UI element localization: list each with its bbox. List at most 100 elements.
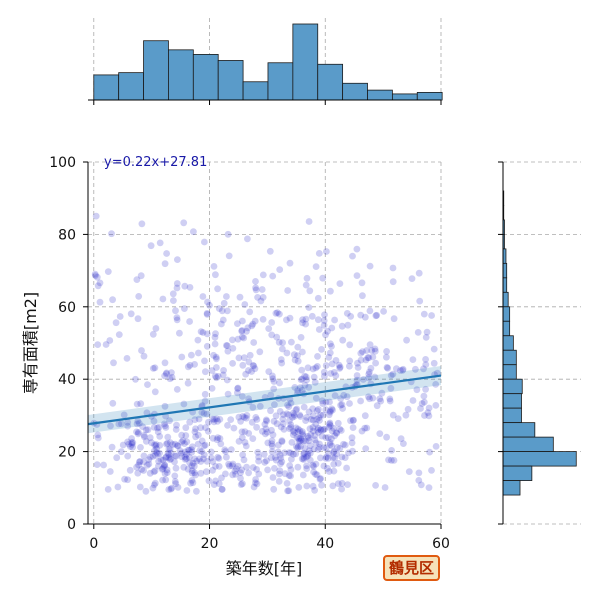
scatter-point	[252, 286, 260, 294]
scatter-point	[306, 287, 314, 295]
scatter-point	[264, 466, 271, 474]
scatter-point	[299, 438, 307, 445]
regression	[87, 365, 442, 434]
scatter-point	[161, 359, 169, 367]
scatter-point	[303, 465, 311, 472]
scatter-point	[149, 330, 157, 338]
scatter-point	[237, 469, 244, 477]
scatter-point	[218, 307, 226, 315]
scatter-point	[189, 459, 197, 467]
scatter-point	[129, 443, 137, 451]
scatter-point	[150, 424, 158, 431]
scatter-point	[146, 434, 154, 442]
scatter-point	[254, 294, 261, 301]
scatter-point	[211, 372, 219, 380]
scatter-point	[312, 364, 320, 372]
scatter-point	[224, 230, 232, 238]
scatter-point	[300, 454, 308, 462]
histogram-bar	[292, 23, 319, 101]
scatter-point	[176, 329, 183, 337]
scatter-point	[133, 400, 141, 408]
scatter-point	[418, 400, 426, 407]
scatter-point	[159, 456, 167, 464]
scatter-point	[376, 395, 384, 403]
scatter-point	[134, 469, 142, 477]
scatter-point	[225, 460, 233, 468]
y-tick-label: 0	[67, 517, 76, 533]
scatter-point	[399, 365, 407, 373]
scatter-point	[201, 238, 208, 246]
scatter-point	[277, 454, 285, 462]
scatter-point	[172, 426, 180, 433]
scatter-point	[222, 448, 229, 455]
scatter-point	[183, 438, 191, 446]
scatter-point	[190, 228, 197, 236]
scatter-point	[259, 294, 267, 301]
scatter-point	[333, 430, 341, 437]
scatter-point	[212, 330, 219, 338]
histogram-bar	[502, 335, 514, 351]
scatter-point	[149, 484, 157, 492]
scatter-point	[292, 424, 300, 432]
scatter-point	[243, 327, 250, 335]
histogram-bar	[502, 451, 577, 467]
scatter-point	[237, 417, 245, 425]
scatter-point	[416, 297, 424, 305]
scatter-point	[334, 459, 342, 467]
scatter-point	[328, 442, 336, 450]
scatter-point	[325, 449, 332, 457]
scatter-point	[311, 379, 319, 386]
scatter-point	[296, 427, 304, 434]
scatter-point	[409, 356, 417, 363]
scatter-point	[313, 407, 321, 415]
scatter-point	[161, 260, 169, 268]
scatter-point	[94, 282, 102, 290]
scatter-point	[292, 406, 300, 414]
scatter-point	[270, 385, 278, 393]
scatter-point	[300, 403, 308, 411]
scatter-point	[164, 433, 172, 441]
scatter-point	[209, 415, 217, 423]
scatter-point	[114, 483, 122, 491]
scatter-point	[268, 442, 276, 450]
scatter-point	[336, 444, 344, 452]
axes	[83, 161, 442, 529]
scatter-point	[215, 463, 223, 470]
scatter-point	[303, 274, 311, 282]
scatter-point	[238, 466, 246, 474]
scatter-point	[337, 401, 344, 409]
scatter-point	[117, 448, 125, 456]
scatter-point	[325, 411, 333, 419]
scatter-point	[306, 456, 314, 464]
scatter-point	[94, 431, 102, 439]
scatter-point	[362, 356, 370, 364]
histogram-bar	[317, 63, 344, 101]
scatter-point	[268, 331, 276, 339]
scatter-point	[249, 362, 257, 369]
scatter-point	[304, 450, 312, 458]
scatter-point	[326, 439, 334, 446]
scatter-point	[200, 410, 208, 417]
scatter-point	[224, 347, 232, 355]
scatter-point	[140, 452, 148, 460]
scatter-point	[223, 293, 230, 300]
scatter-point	[328, 427, 336, 435]
scatter-point	[239, 451, 247, 459]
scatter-point	[323, 248, 330, 255]
scatter-point	[215, 455, 223, 462]
scatter-point	[367, 364, 375, 372]
scatter-point	[268, 448, 276, 455]
scatter-point	[128, 441, 136, 448]
scatter-point	[153, 448, 161, 456]
scatter-point	[294, 425, 302, 433]
scatter-point	[211, 333, 219, 341]
scatter-point	[422, 356, 429, 363]
scatter-point	[258, 286, 266, 293]
scatter-point	[304, 432, 312, 440]
scatter-point	[327, 407, 334, 415]
scatter-point	[234, 320, 241, 327]
scatter-point	[287, 399, 295, 407]
scatter-point	[336, 425, 344, 433]
scatter-point	[181, 305, 188, 312]
scatter-point	[357, 397, 364, 405]
